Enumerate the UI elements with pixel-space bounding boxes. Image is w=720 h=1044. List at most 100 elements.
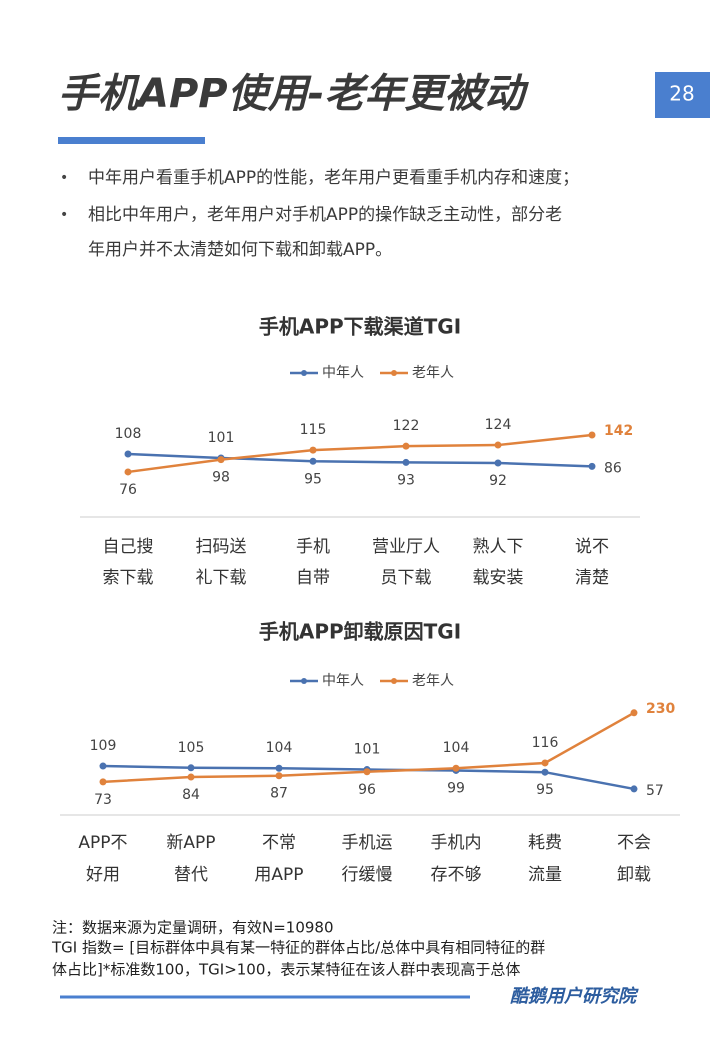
x-tick-label: 行缓慢 [342,864,393,885]
point [588,431,596,439]
legend-label: 中年人 [322,365,364,381]
x-tick-label: 手机运 [342,833,393,853]
x-tick-label: 流量 [528,865,562,885]
data-label: 142 [604,423,633,439]
x-tick-label: 扫码送 [196,537,247,557]
point [494,441,502,449]
x-tick-label: 耗费 [528,833,562,853]
data-label: 84 [182,787,200,803]
page-number-box [655,72,710,118]
x-tick-label: 卸载 [617,865,651,885]
legend-marker [301,370,307,376]
x-tick-label: 不常 [262,833,296,853]
brand: 酷鹅用户研究院 [510,986,639,1007]
bullet-dot: • [60,170,68,186]
point [217,456,225,464]
x-tick-label: 自己搜 [103,537,154,557]
data-label: 96 [358,782,376,798]
note: 体占比]*标准数100，TGI>100，表示某特征在该人群中表现高于总体 [52,961,520,979]
legend-marker [391,370,397,376]
line-series [127,433,593,474]
x-tick-label: 存不够 [431,865,482,885]
bullets: • 中年用户看重手机APP的性能，老年用户更看重手机内存和速度； • 相比中年用户，老… [60,168,579,260]
point [99,778,107,786]
data-label: 76 [119,482,137,498]
point [363,768,371,776]
point [452,764,460,772]
data-label: 230 [646,701,675,717]
data-label: 122 [393,418,420,434]
x-tick-label: 清楚 [575,568,609,588]
data-label: 98 [212,470,230,486]
data-label: 101 [208,430,235,446]
point [99,762,107,770]
legend-label: 老年人 [412,673,454,689]
legend-marker [301,678,307,684]
x-tick-label: 礼下载 [196,568,247,588]
x-tick-label: APP不 [78,833,127,853]
point [630,709,638,717]
x-tick-label: 营业厅人 [372,537,440,557]
data-label: 86 [604,460,622,476]
bullet-text: 相比中年用户，老年用户对手机APP的操作缺乏主动性，部分老 [88,205,562,225]
data-label: 108 [115,426,142,442]
point [309,446,317,454]
title-underline [58,137,205,144]
x-tick-label: 手机内 [431,833,482,853]
data-label: 57 [646,783,664,799]
point [124,450,132,458]
point [494,459,502,467]
legend-label: 中年人 [322,673,364,689]
x-tick-label: 新APP [166,833,215,853]
x-tick-label: 载安装 [473,568,524,588]
x-tick-label: 用APP [254,865,303,885]
data-label: 109 [90,738,117,754]
data-label: 93 [397,472,415,488]
point [541,759,549,767]
bullet-dot: • [60,207,68,223]
point [402,442,410,450]
page-number: 28 [669,82,694,106]
point [402,458,410,466]
data-label: 116 [532,735,559,751]
note: 注：数据来源为定量调研，有效N=10980 [52,919,334,937]
data-label: 99 [447,780,465,796]
x-tick-label: 员下载 [381,568,432,588]
data-label: 105 [178,740,205,756]
chart-title: 手机APP下载渠道TGI [259,315,461,339]
point [541,768,549,776]
notes: 注：数据来源为定量调研，有效N=10980 TGI 指数= [目标群体中具有某一特… [51,919,545,979]
bullet-text: 年用户并不太清楚如何下载和卸载APP。 [88,240,392,260]
data-label: 92 [489,473,507,489]
x-tick-label: 好用 [86,865,120,885]
x-tick-label: 自带 [296,568,330,588]
data-label: 73 [94,792,112,808]
point [630,785,638,793]
legend-marker [391,678,397,684]
x-tick-label: 不会 [617,833,651,853]
point [275,764,283,772]
data-label: 115 [300,422,327,438]
point [309,457,317,465]
page-title: 手机APP使用-老年更被动 [58,71,529,117]
point [588,462,596,470]
x-tick-label: 说不 [575,537,609,557]
point [187,773,195,781]
data-label: 101 [354,742,381,758]
data-label: 104 [266,740,293,756]
chart-title: 手机APP卸载原因TGI [259,620,461,644]
bullet-text: 中年用户看重手机APP的性能，老年用户更看重手机内存和速度； [88,168,579,188]
data-label: 95 [536,782,554,798]
data-label: 124 [485,417,512,433]
x-tick-label: 索下载 [103,568,154,588]
point [275,772,283,780]
point [187,764,195,772]
data-label: 87 [270,786,288,802]
x-tick-label: 替代 [174,865,208,885]
note: TGI 指数= [目标群体中具有某一特征的群体占比/总体中具有相同特征的群 [51,939,545,957]
